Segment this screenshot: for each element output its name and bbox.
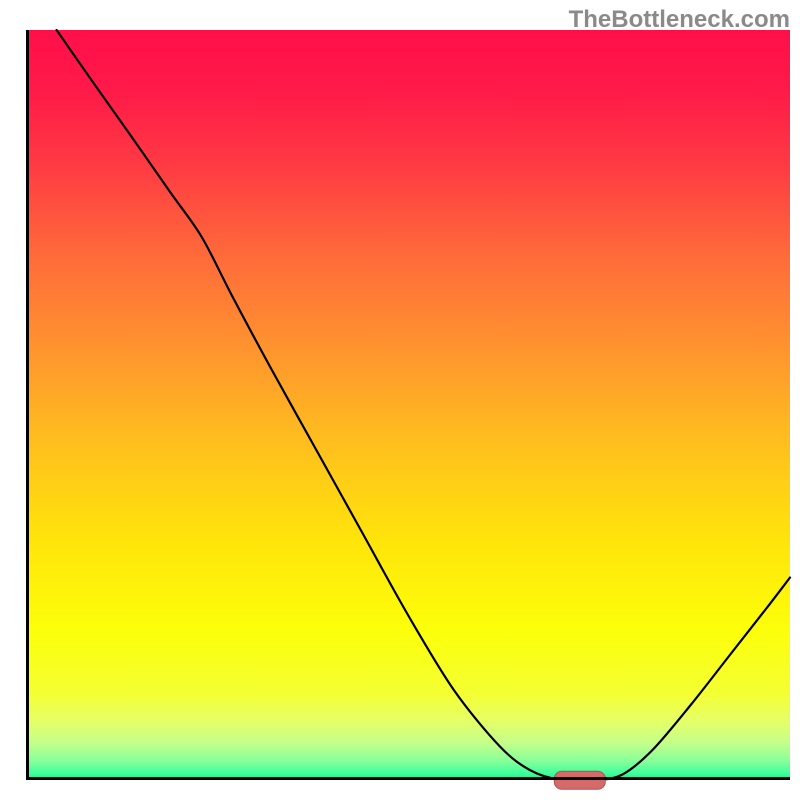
chart-plot-area [26, 30, 790, 780]
curve-overlay-svg [26, 30, 790, 780]
bottleneck-chart-canvas: TheBottleneck.com [0, 0, 800, 800]
bottleneck-curve [57, 30, 790, 781]
